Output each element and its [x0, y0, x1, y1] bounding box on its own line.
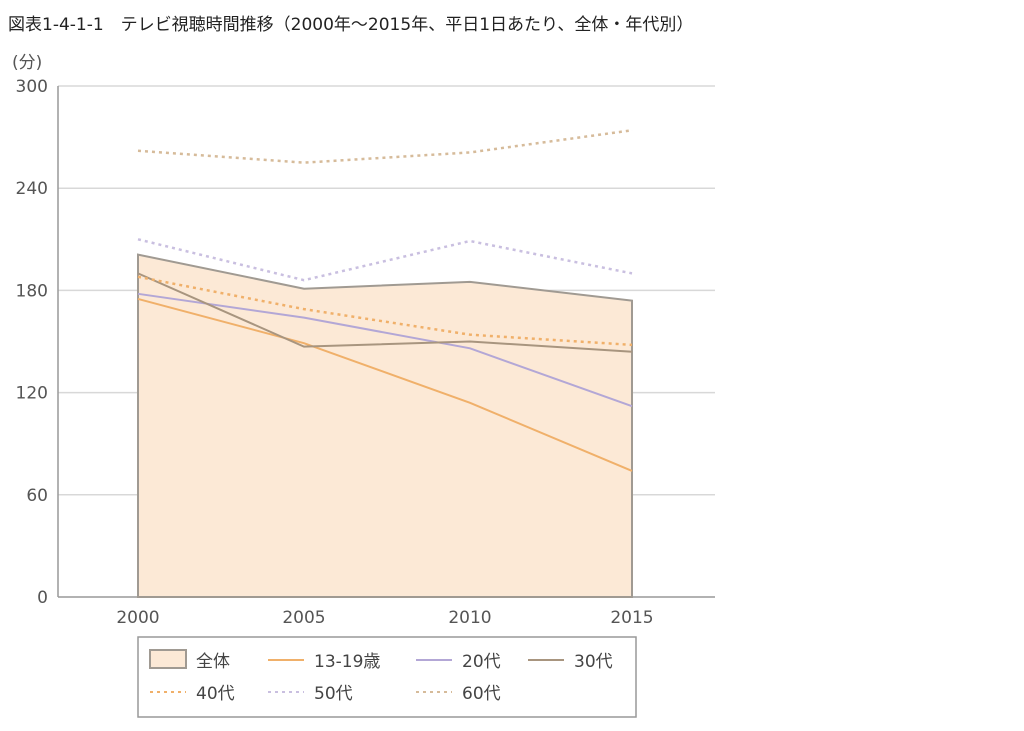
series-line-30代 — [137, 272, 633, 353]
y-tick-label: 300 — [16, 77, 48, 97]
legend-box — [137, 636, 637, 718]
y-tick-label: 60 — [26, 486, 48, 506]
y-tick-label: 120 — [16, 384, 48, 404]
legend-label: 60代 — [462, 684, 501, 704]
series-line-40代 — [137, 275, 633, 347]
series-line-20代 — [137, 292, 633, 408]
legend-label: 全体 — [196, 652, 230, 672]
series-line-50代 — [137, 238, 633, 282]
chart-title: 図表1-4-1-1 テレビ視聴時間推移（2000年〜2015年、平日1日あたり、… — [8, 15, 694, 35]
legend: 全体 13-19歳 20代 30代 40代 50代 60代 — [137, 636, 637, 718]
x-tick-label: 2005 — [282, 608, 325, 628]
x-tick-label: 2015 — [610, 608, 653, 628]
series-line-13-19歳 — [137, 297, 633, 472]
legend-label: 40代 — [196, 684, 235, 704]
y-axis-label: (分) — [12, 53, 42, 73]
legend-label: 13-19歳 — [314, 652, 380, 672]
legend-label: 30代 — [574, 652, 613, 672]
legend-label: 20代 — [462, 652, 501, 672]
y-tick-label: 0 — [37, 588, 48, 608]
y-tick-label: 180 — [16, 281, 48, 301]
series-line-60代 — [137, 129, 633, 164]
x-tick-label: 2000 — [116, 608, 159, 628]
legend-label: 50代 — [314, 684, 353, 704]
legend-swatch — [149, 649, 187, 669]
y-tick-label: 240 — [16, 179, 48, 199]
x-tick-label: 2010 — [448, 608, 491, 628]
